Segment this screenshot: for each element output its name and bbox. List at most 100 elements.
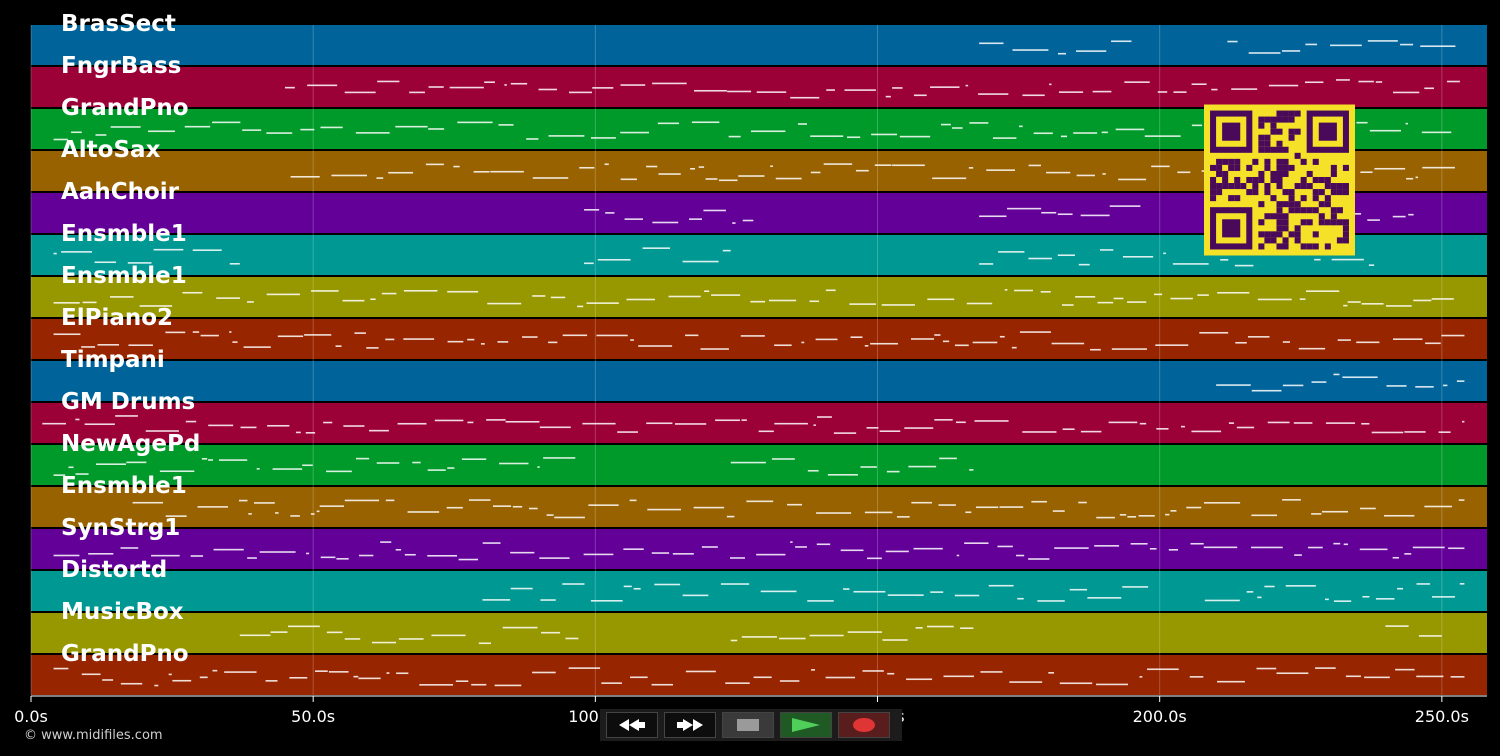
track-lane (31, 403, 1487, 443)
note-segment (998, 251, 1025, 253)
note-segment (1022, 431, 1057, 433)
note-segment (623, 585, 632, 588)
note-segment (238, 499, 248, 502)
note-segment (446, 506, 463, 509)
note-segment (1432, 596, 1455, 598)
note-segment (1092, 90, 1112, 93)
note-segment (825, 676, 856, 679)
note-segment (522, 336, 538, 338)
note-segment (855, 169, 869, 172)
note-segment (468, 499, 491, 501)
axis-tick-label: 250.0s (1415, 707, 1469, 726)
note-segment (741, 419, 747, 421)
note-segment (605, 212, 615, 214)
note-segment (939, 457, 957, 460)
note-segment (770, 165, 773, 168)
note-segment (1069, 588, 1088, 591)
note-segment (682, 594, 709, 597)
note-segment (1216, 384, 1251, 386)
note-segment (1438, 431, 1451, 433)
play-button[interactable] (780, 712, 832, 738)
note-segment (1170, 510, 1177, 512)
note-segment (1163, 252, 1166, 255)
note-segment (1405, 122, 1408, 125)
note-segment (212, 669, 218, 672)
note-segment (396, 672, 409, 675)
note-segment (229, 263, 240, 265)
note-segment (978, 93, 1009, 95)
note-segment (326, 470, 352, 473)
rewind-button[interactable] (606, 712, 658, 738)
note-segment (120, 682, 143, 685)
note-segment (306, 552, 310, 555)
note-segment (300, 128, 315, 131)
note-segment (159, 470, 195, 473)
note-segment (1304, 81, 1324, 84)
note-segment (638, 345, 673, 347)
note-segment (1062, 428, 1075, 431)
note-segment (153, 248, 184, 251)
note-segment (999, 335, 1005, 338)
note-segment (1139, 676, 1143, 678)
note-segment (1356, 341, 1380, 344)
note-segment (53, 474, 66, 476)
note-segment (168, 673, 172, 676)
record-button[interactable] (838, 712, 890, 738)
note-segment (1048, 672, 1055, 674)
note-segment (885, 95, 891, 98)
note-segment (208, 459, 214, 461)
note-segment (1090, 348, 1101, 351)
note-segment (825, 289, 836, 292)
note-segment (1147, 668, 1179, 671)
note-segment (1028, 164, 1041, 167)
note-segment (623, 548, 644, 550)
stop-button[interactable] (722, 712, 774, 738)
note-segment (968, 167, 974, 169)
note-segment (964, 542, 989, 544)
note-segment (768, 299, 797, 302)
note-segment (742, 219, 754, 222)
note-segment (127, 262, 152, 264)
note-segment (1054, 547, 1089, 549)
note-segment (1101, 131, 1108, 134)
note-segment (715, 419, 740, 422)
note-segment (1368, 264, 1375, 266)
note-segment (457, 121, 493, 124)
note-segment (148, 130, 175, 133)
note-segment (458, 558, 479, 561)
axis-tick-label: 200.0s (1133, 707, 1187, 726)
note-segment (151, 554, 180, 557)
note-segment (398, 638, 424, 640)
note-segment (1119, 514, 1127, 516)
note-segment (771, 458, 795, 460)
stop-icon (737, 719, 759, 731)
note-segment (487, 302, 522, 305)
note-segment (1267, 421, 1290, 424)
note-segment (810, 135, 844, 137)
note-segment (753, 676, 772, 679)
track-label: GrandPno (61, 641, 189, 667)
note-segment (353, 675, 359, 678)
note-segment (853, 590, 886, 593)
note-segment (620, 131, 649, 134)
transport-bar (600, 709, 902, 741)
note-segment (248, 513, 252, 515)
note-segment (1311, 381, 1327, 383)
note-segment (1007, 207, 1042, 210)
note-segment (730, 639, 738, 642)
note-segment (809, 300, 820, 303)
note-segment (1111, 348, 1147, 350)
note-segment (879, 430, 901, 433)
note-segment (691, 121, 720, 124)
note-segment (843, 588, 850, 590)
note-segment (336, 558, 349, 560)
note-segment (1012, 49, 1049, 51)
note-segment (102, 679, 114, 681)
note-segment (774, 344, 792, 347)
note-segment (795, 546, 807, 548)
note-segment (1282, 50, 1301, 52)
fast-forward-button[interactable] (664, 712, 716, 738)
note-segment (756, 91, 787, 93)
note-segment (1375, 598, 1395, 600)
note-segment (320, 126, 343, 129)
